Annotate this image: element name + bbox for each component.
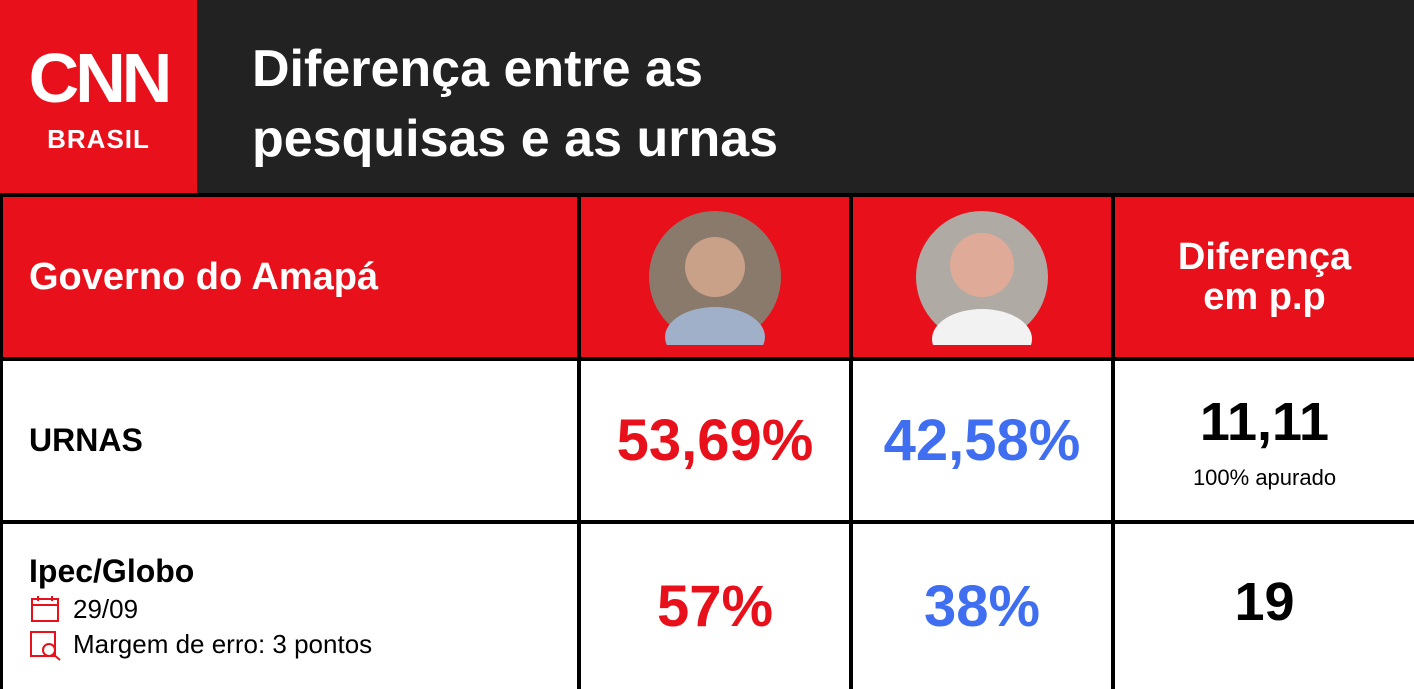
candidate-header bbox=[581, 197, 849, 357]
title: Diferença entre as pesquisas e as urnas bbox=[252, 34, 778, 174]
title-line: Diferença entre as bbox=[252, 40, 703, 98]
logo-sub: BRASIL bbox=[47, 124, 150, 154]
candidate-photo bbox=[916, 211, 1048, 345]
date: 29/09 bbox=[73, 593, 139, 624]
candidate-1-value: 53,69% bbox=[581, 361, 849, 520]
difference-value: 19 bbox=[1115, 524, 1414, 689]
logo: CNN BRASIL bbox=[0, 0, 197, 193]
candidate-header bbox=[853, 197, 1111, 357]
margin-line: Margem de erro: 3 pontos bbox=[29, 629, 372, 661]
margin: Margem de erro: 3 pontos bbox=[73, 629, 373, 659]
row-label-cell: Ipec/Globo 29/09 Margem de erro: 3 ponto… bbox=[3, 524, 577, 689]
corner-header: Governo do Amapá bbox=[3, 197, 577, 357]
logo-text: CNN bbox=[28, 39, 173, 117]
difference-header: Diferença em p.p bbox=[1115, 197, 1414, 357]
candidate-photo bbox=[649, 211, 781, 345]
difference-header-text: Diferença em p.p bbox=[1177, 236, 1352, 318]
header bbox=[0, 0, 1414, 193]
title-line: pesquisas e as urnas bbox=[252, 110, 779, 168]
date-line: 29/09 bbox=[29, 594, 138, 625]
difference-value: 11,11 bbox=[1199, 391, 1330, 452]
difference-cell: 11,11 100% apurado bbox=[1115, 361, 1414, 520]
row-label: Ipec/Globo bbox=[29, 552, 195, 589]
row-label: URNAS bbox=[3, 361, 577, 520]
document-icon bbox=[30, 630, 61, 661]
calendar-icon bbox=[31, 596, 59, 622]
candidate-2-value: 38% bbox=[853, 524, 1111, 689]
candidate-2-value: 42,58% bbox=[853, 361, 1111, 520]
difference-note: 100% apurado bbox=[1192, 464, 1337, 490]
candidate-1-value: 57% bbox=[581, 524, 849, 689]
